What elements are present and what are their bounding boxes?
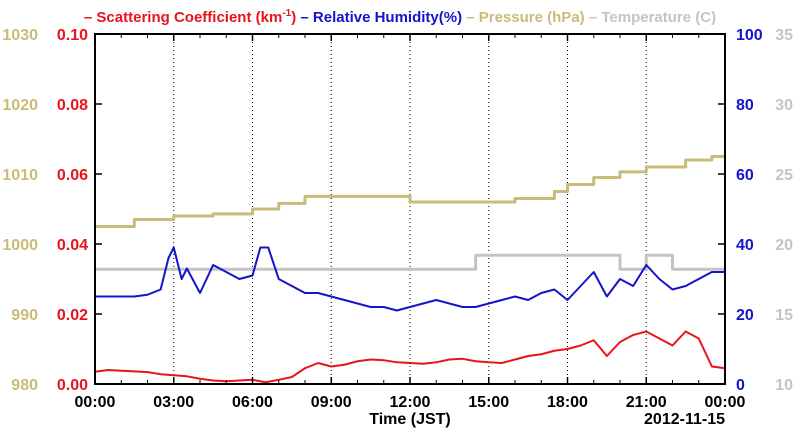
pressure-tick-label: 990 [11, 307, 38, 324]
legend-item-pressure: – Pressure (hPa) [462, 9, 585, 26]
legend-item-temperature: – Temperature ( [585, 9, 701, 26]
humidity-tick-label: 100 [736, 27, 763, 44]
legend: – Scattering Coefficient (km-1) – Relati… [84, 8, 716, 26]
pressure-tick-label: 1000 [2, 237, 38, 254]
pressure-tick-label: 980 [11, 377, 38, 394]
x-tick-label: 12:00 [390, 394, 431, 411]
legend-item-humidity: – Relative Humidity(%) [296, 9, 462, 26]
humidity-tick-label: 80 [736, 97, 754, 114]
series-line-humidity [95, 246, 725, 312]
scattering-tick-label: 0.00 [57, 377, 88, 394]
temperature-tick-label: 15 [775, 307, 793, 324]
temperature-tick-label: 20 [775, 237, 793, 254]
x-tick-label: 09:00 [311, 394, 352, 411]
vertical-gridlines [173, 34, 647, 384]
scattering-tick-label: 0.10 [57, 27, 88, 44]
x-tick-label: 06:00 [232, 394, 273, 411]
scattering-tick-label: 0.08 [57, 97, 88, 114]
x-axis-label: Time (JST) [369, 411, 451, 428]
date-label: 2012-11-15 [644, 411, 725, 428]
temperature-tick-label: 10 [775, 377, 793, 394]
temperature-tick-label: 35 [775, 27, 793, 44]
legend-sup: -1 [282, 8, 291, 19]
legend-tail: C) [700, 9, 716, 26]
legend-tail: ) [291, 9, 296, 26]
x-tick-label: 00:00 [75, 394, 116, 411]
x-tick-label: 18:00 [547, 394, 588, 411]
humidity-tick-label: 0 [736, 377, 745, 394]
legend-text: – Scattering Coefficient (km-1) – Relati… [84, 8, 716, 26]
pressure-tick-label: 1020 [2, 97, 38, 114]
x-tick-label: 00:00 [705, 394, 746, 411]
temperature-tick-label: 30 [775, 97, 793, 114]
legend-item-scattering: – Scattering Coefficient (km [84, 9, 282, 26]
x-tick-label: 15:00 [468, 394, 509, 411]
scattering-tick-label: 0.02 [57, 307, 88, 324]
series-lines [94, 155, 726, 384]
series-line-pressure [95, 155, 725, 228]
pressure-tick-label: 1030 [2, 27, 38, 44]
axes: 98099010001010102010300.000.020.040.060.… [2, 27, 793, 411]
x-tick-label: 03:00 [153, 394, 194, 411]
scattering-tick-label: 0.04 [57, 237, 88, 254]
x-tick-label: 21:00 [626, 394, 667, 411]
pressure-tick-label: 1010 [2, 167, 38, 184]
series-line-temperature [95, 253, 725, 271]
temperature-tick-label: 25 [775, 167, 793, 184]
humidity-tick-label: 20 [736, 307, 754, 324]
humidity-tick-label: 60 [736, 167, 754, 184]
scattering-tick-label: 0.06 [57, 167, 88, 184]
humidity-tick-label: 40 [736, 237, 754, 254]
series-line-scattering [94, 330, 726, 384]
